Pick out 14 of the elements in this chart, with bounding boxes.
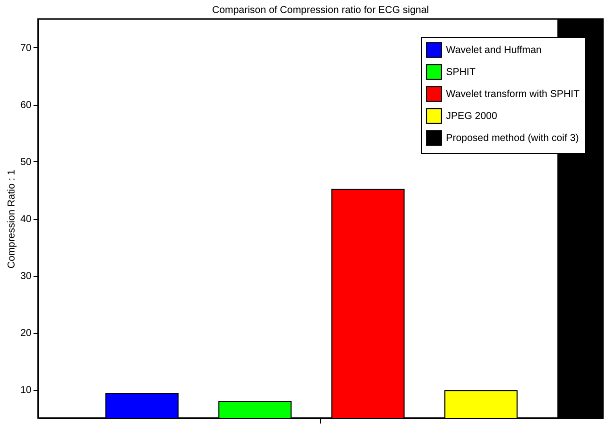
y-tick-label: 20 xyxy=(20,328,32,339)
y-axis-title: Compression Ratio : 1 xyxy=(6,169,18,268)
chart-title: Comparison of Compression ratio for ECG signal xyxy=(212,5,429,16)
legend-label: JPEG 2000 xyxy=(446,111,498,122)
y-tick-label: 50 xyxy=(20,157,32,168)
y-tick-label: 60 xyxy=(20,100,32,111)
legend-label: Proposed method (with coif 3) xyxy=(446,133,579,144)
legend-label: Wavelet and Huffman xyxy=(446,45,542,56)
y-tick-label: 30 xyxy=(20,271,32,282)
legend-label: SPHIT xyxy=(446,67,476,78)
y-tick-label: 70 xyxy=(20,43,32,54)
y-tick-label: 40 xyxy=(20,214,32,225)
y-tick-label: 10 xyxy=(20,385,32,396)
legend-label: Wavelet transform with SPHIT xyxy=(446,89,580,100)
